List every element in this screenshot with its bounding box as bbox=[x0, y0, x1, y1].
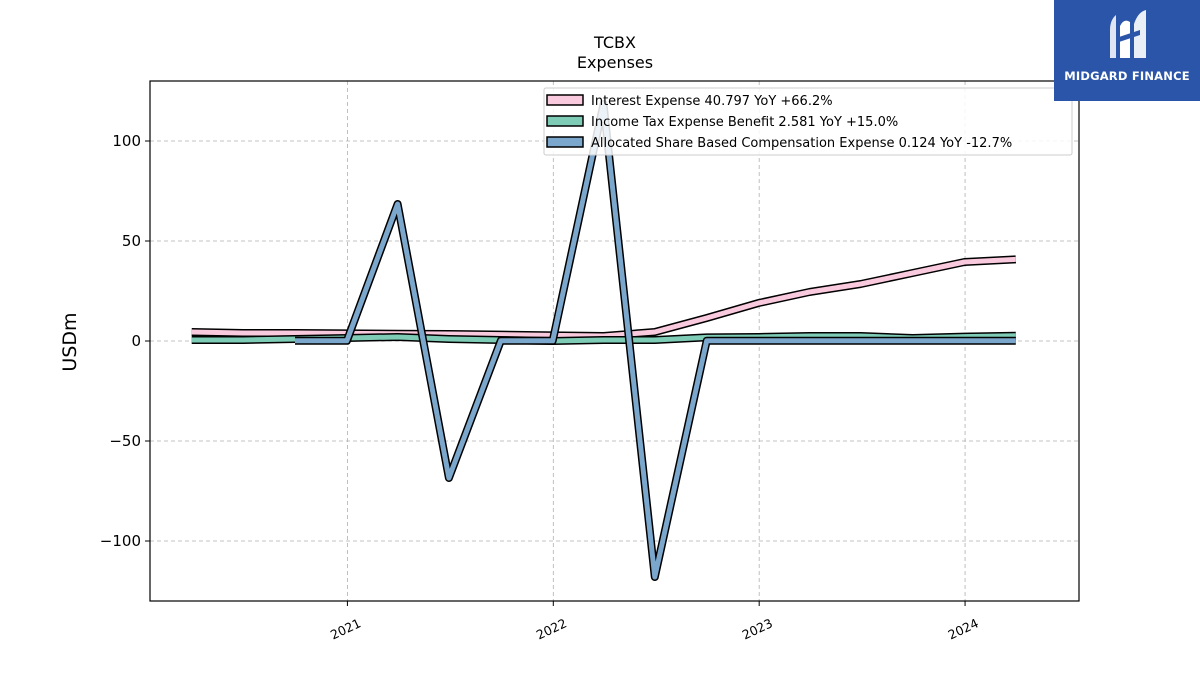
y-tick-label: 50 bbox=[122, 232, 141, 250]
x-tick-label: 2023 bbox=[740, 615, 775, 642]
y-tick-label: −50 bbox=[109, 432, 141, 450]
y-axis-ticks: 100 50 0 −50 −100 bbox=[100, 132, 150, 550]
plot-area-frame bbox=[149, 80, 1080, 602]
chart-title: TCBX bbox=[593, 33, 636, 52]
brand-name: MIDGARD FINANCE bbox=[1064, 69, 1190, 83]
x-tick-label: 2024 bbox=[946, 615, 981, 642]
chart-legend: Interest Expense 40.797 YoY +66.2% Income… bbox=[543, 87, 1073, 156]
legend-swatch-1 bbox=[546, 94, 584, 106]
series-line-3 bbox=[295, 101, 1016, 580]
legend-label-1: Interest Expense 40.797 YoY +66.2% bbox=[591, 94, 833, 109]
y-tick-label: 0 bbox=[131, 332, 141, 350]
midgard-m-logo-icon bbox=[1110, 10, 1146, 59]
series-line-outline bbox=[191, 255, 1017, 340]
legend-swatch-2 bbox=[546, 115, 584, 127]
y-axis-label: USDm bbox=[59, 312, 81, 371]
x-tick-label: 2021 bbox=[328, 615, 363, 642]
y-tick-label: 100 bbox=[112, 132, 141, 150]
x-tick-label: 2022 bbox=[534, 615, 569, 642]
y-tick-label: −100 bbox=[100, 532, 141, 550]
legend-label-3: Allocated Share Based Compensation Expen… bbox=[591, 136, 1012, 151]
legend-label-2: Income Tax Expense Benefit 2.581 YoY +15… bbox=[591, 115, 898, 130]
x-axis-ticks: 2021 2022 2023 2024 bbox=[328, 601, 981, 642]
legend-box bbox=[543, 87, 1073, 156]
series-line-1 bbox=[191, 256, 1016, 339]
legend-swatch-3 bbox=[546, 136, 584, 148]
chart-subtitle: Expenses bbox=[577, 53, 653, 72]
brand-logo: MIDGARD FINANCE bbox=[1054, 0, 1200, 101]
series-lines bbox=[191, 100, 1017, 581]
